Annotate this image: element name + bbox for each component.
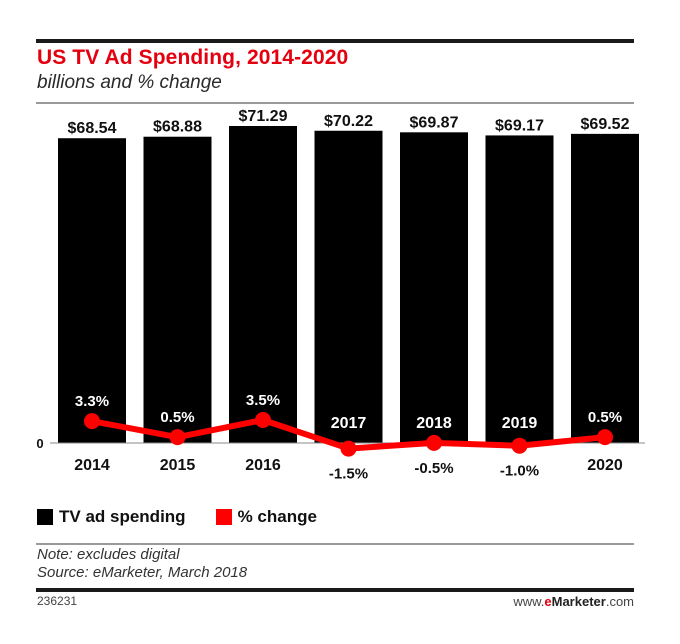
bar-series bbox=[58, 126, 639, 444]
pct-change-labels: 3.3% 0.5% 3.5% -1.5% -0.5% -1.0% 0.5% bbox=[75, 392, 622, 483]
pct-change-point-2018 bbox=[426, 434, 442, 451]
bar-value-label-2016: $71.29 bbox=[239, 108, 288, 125]
legend-item-tv-ad-spending: TV ad spending bbox=[37, 507, 186, 527]
pct-change-point-2015 bbox=[169, 429, 186, 446]
x-axis-label-2016: 2016 bbox=[245, 457, 281, 474]
bar-2014 bbox=[58, 138, 126, 444]
legend-swatch-red bbox=[215, 509, 232, 525]
x-axis-label-2018: 2018 bbox=[416, 415, 452, 432]
brand-suffix: .com bbox=[605, 594, 634, 609]
pct-change-label-2017: -1.5% bbox=[329, 466, 368, 483]
footer-rule bbox=[36, 588, 634, 592]
footnote: Note: excludes digital Source: eMarketer… bbox=[37, 546, 247, 582]
legend-label: % change bbox=[237, 507, 317, 526]
bar-2019 bbox=[485, 135, 554, 443]
y-axis-zero-label: 0 bbox=[36, 436, 43, 451]
pct-change-label-2016: 3.5% bbox=[246, 392, 280, 409]
pct-change-point-2020 bbox=[597, 429, 613, 446]
note-rule bbox=[36, 543, 634, 545]
bar-value-label-2014: $68.54 bbox=[68, 120, 117, 137]
bar-2016 bbox=[229, 126, 297, 443]
source-text: Source: eMarketer, March 2018 bbox=[37, 564, 248, 581]
legend-label: TV ad spending bbox=[59, 507, 186, 526]
pct-change-point-2017 bbox=[340, 440, 357, 457]
chart-subtitle: billions and % change bbox=[37, 72, 222, 93]
legend-swatch-black bbox=[37, 509, 53, 525]
bar-2015 bbox=[143, 136, 212, 443]
pct-change-point-2014 bbox=[84, 413, 100, 430]
pct-change-point-2016 bbox=[255, 412, 271, 428]
brand-e: e bbox=[544, 594, 552, 609]
pct-change-label-2018: -0.5% bbox=[414, 460, 453, 477]
bar-2017 bbox=[314, 130, 383, 444]
bar-value-labels: $68.54 $68.88 $71.29 $70.22 $69.87 $69.17 $69.… bbox=[68, 108, 630, 137]
bar-2020 bbox=[571, 133, 639, 443]
pct-change-label-2020: 0.5% bbox=[588, 409, 622, 426]
subtitle-rule bbox=[36, 102, 634, 104]
pct-change-label-2014: 3.3% bbox=[75, 393, 109, 410]
bar-value-label-2017: $70.22 bbox=[324, 113, 373, 130]
x-axis-labels: 2014 2015 2016 2017 2018 2019 2020 bbox=[74, 415, 623, 474]
x-axis-label-2019: 2019 bbox=[502, 415, 538, 432]
bar-value-label-2019: $69.17 bbox=[495, 117, 544, 134]
note-text: Note: excludes digital bbox=[37, 546, 180, 563]
bar-value-label-2018: $69.87 bbox=[410, 114, 459, 131]
bar-value-label-2020: $69.52 bbox=[581, 116, 630, 133]
x-axis-label-2014: 2014 bbox=[74, 457, 110, 474]
legend: TV ad spending % change bbox=[37, 507, 347, 527]
legend-item-pct-change: % change bbox=[215, 507, 317, 527]
pct-change-series bbox=[84, 412, 613, 457]
brand-name: Marketer bbox=[551, 594, 606, 609]
brand-logo[interactable]: www.eMarketer.com bbox=[513, 594, 634, 609]
bar-2018 bbox=[400, 132, 468, 443]
chart-canvas: 0 $68.54 $68.88$71.29 $70.22 $69.87 $69.17 $6… bbox=[36, 108, 645, 483]
pct-change-label-2019: -1.0% bbox=[500, 463, 539, 480]
chart-title: US TV Ad Spending, 2014-2020 bbox=[37, 46, 349, 69]
chart-id: 236231 bbox=[37, 594, 78, 608]
bar-value-label-2015: $68.88 bbox=[153, 119, 202, 136]
x-axis-label-2020: 2020 bbox=[587, 457, 623, 474]
x-axis-label-2017: 2017 bbox=[331, 415, 367, 432]
pct-change-label-2015: 0.5% bbox=[160, 409, 194, 426]
header-rule bbox=[36, 39, 634, 43]
pct-change-point-2019 bbox=[511, 437, 528, 454]
brand-prefix: www. bbox=[513, 594, 545, 609]
x-axis-label-2015: 2015 bbox=[160, 457, 196, 474]
